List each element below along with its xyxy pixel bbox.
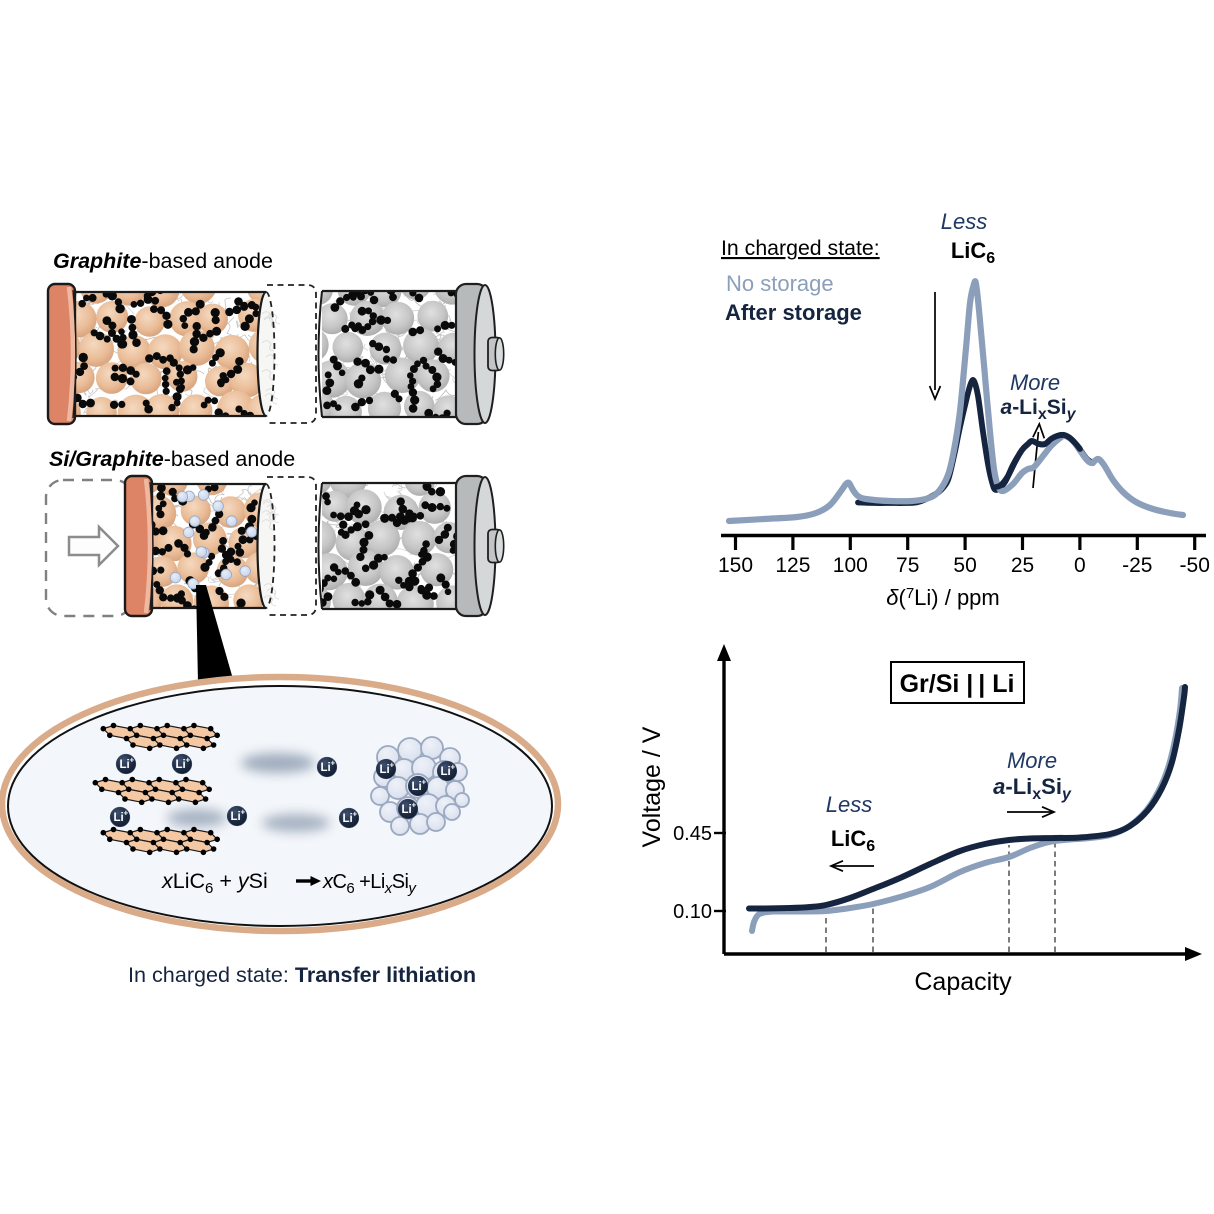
svg-text:100: 100	[833, 554, 868, 577]
svg-text:Li: Li	[342, 813, 352, 825]
svg-text:0: 0	[1074, 554, 1086, 577]
svg-text:25: 25	[1011, 554, 1034, 577]
svg-text:Gr/Si | | Li: Gr/Si | | Li	[900, 670, 1015, 698]
svg-text:xLiC6 + ySi: xLiC6 + ySi	[161, 869, 268, 897]
svg-text:75: 75	[896, 554, 919, 577]
svg-text:Voltage / V: Voltage / V	[638, 726, 666, 847]
svg-text:Li: Li	[401, 804, 411, 816]
svg-text:δ(7Li) / ppm: δ(7Li) / ppm	[886, 585, 1000, 610]
svg-text:50: 50	[953, 554, 976, 577]
svg-text:xC6 +LixSiy: xC6 +LixSiy	[322, 871, 417, 897]
svg-text:Li: Li	[320, 762, 330, 774]
svg-text:Li: Li	[230, 811, 240, 823]
svg-text:After storage: After storage	[725, 300, 862, 325]
svg-text:+: +	[129, 756, 134, 765]
svg-text:Capacity: Capacity	[914, 968, 1012, 996]
svg-text:+: +	[185, 756, 190, 765]
svg-text:+: +	[123, 809, 128, 818]
svg-text:+: +	[240, 808, 245, 817]
svg-text:-25: -25	[1122, 554, 1152, 577]
svg-text:+: +	[411, 801, 416, 810]
svg-text:a-LixSiy: a-LixSiy	[993, 774, 1072, 803]
svg-text:+: +	[421, 778, 426, 787]
svg-text:+: +	[352, 810, 357, 819]
svg-text:In charged state: Transfer lit: In charged state: Transfer lithiation	[128, 962, 476, 987]
svg-text:+: +	[450, 763, 455, 772]
svg-text:Si/Graphite-based anode: Si/Graphite-based anode	[49, 447, 295, 471]
svg-text:+: +	[330, 759, 335, 768]
svg-text:Li: Li	[411, 781, 421, 793]
svg-text:More: More	[1007, 748, 1057, 773]
svg-text:0.10: 0.10	[673, 901, 712, 923]
svg-text:125: 125	[775, 554, 810, 577]
svg-text:No storage: No storage	[726, 271, 834, 296]
svg-text:Li: Li	[175, 759, 185, 771]
svg-text:150: 150	[718, 554, 753, 577]
svg-text:0.45: 0.45	[673, 823, 712, 845]
svg-text:More: More	[1010, 370, 1060, 395]
svg-text:LiC6: LiC6	[831, 826, 875, 855]
svg-text:-50: -50	[1180, 554, 1210, 577]
svg-text:Li: Li	[113, 812, 123, 824]
svg-text:LiC6: LiC6	[951, 238, 995, 267]
svg-text:a-LixSiy: a-LixSiy	[1001, 396, 1077, 423]
svg-text:Li: Li	[119, 759, 129, 771]
svg-text:Graphite-based anode: Graphite-based anode	[53, 249, 273, 273]
svg-text:Li: Li	[440, 766, 450, 778]
svg-text:Less: Less	[826, 792, 872, 817]
svg-text:+: +	[389, 761, 394, 770]
svg-text:In charged state:: In charged state:	[721, 236, 880, 260]
svg-text:Less: Less	[941, 209, 987, 234]
svg-text:Li: Li	[379, 764, 389, 776]
